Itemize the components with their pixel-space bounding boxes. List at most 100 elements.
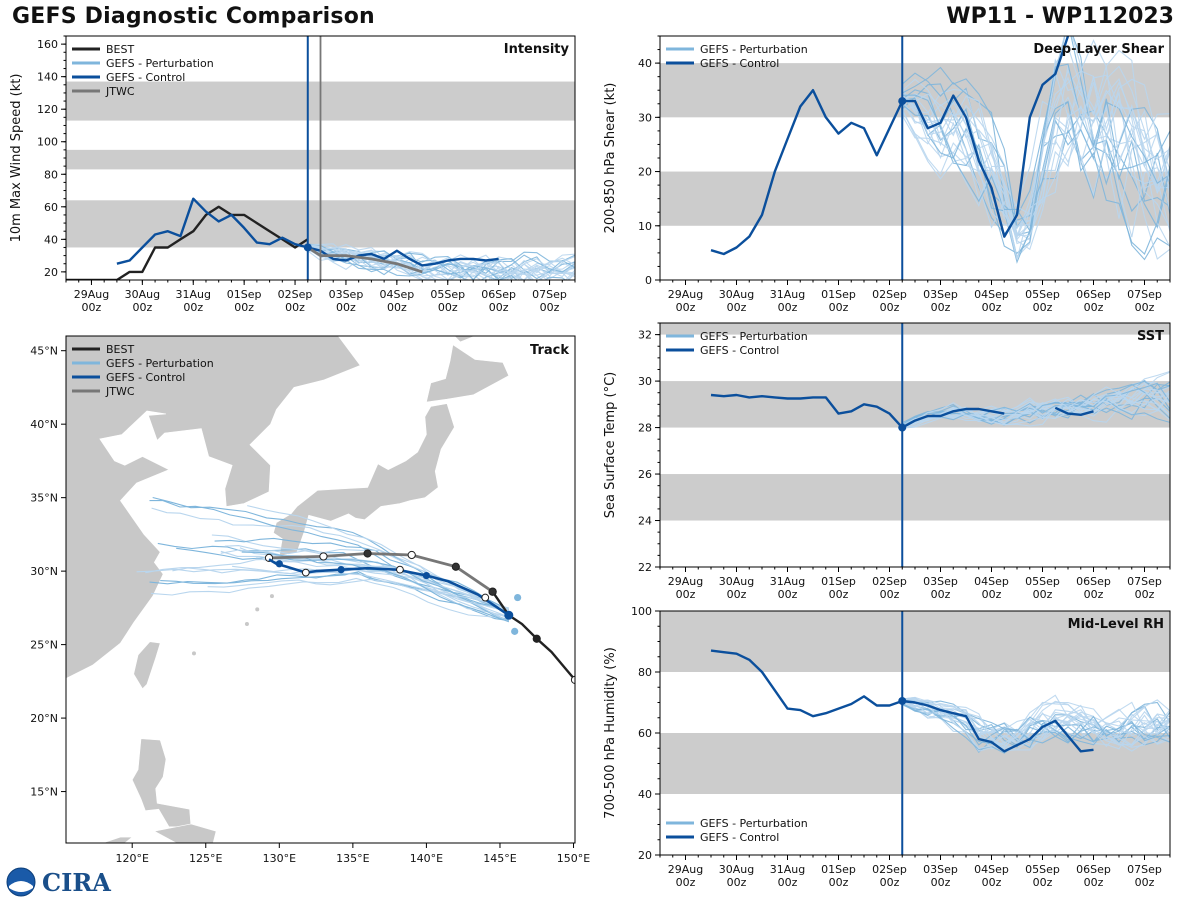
track-best-open-point xyxy=(301,568,310,577)
sst-xtick-label: 00z xyxy=(931,588,951,601)
shear-ytick-label: 0 xyxy=(645,274,652,287)
track-panel: 120°E 125°E 130°E 135°E 140°E 145°E 150°E 15°N 2… xyxy=(30,335,590,865)
track-control-point xyxy=(422,571,431,580)
sst-xtick-label: 30Aug xyxy=(719,575,754,588)
intensity-ytick-label: 40 xyxy=(44,233,58,246)
land-taiwan xyxy=(133,641,161,690)
shear-xtick-label: 06Sep xyxy=(1076,288,1111,301)
shear-band-0 xyxy=(660,171,1170,226)
intensity-ytick-label: 60 xyxy=(44,201,58,214)
shear-xtick-label: 05Sep xyxy=(1025,288,1060,301)
rh-ensemble-member xyxy=(902,696,1170,744)
shear-xtick-label: 02Sep xyxy=(872,288,907,301)
shear-ensemble-member xyxy=(901,98,1170,260)
sst-xtick-label: 00z xyxy=(727,588,747,601)
intensity-xtick-label: 06Sep xyxy=(481,288,516,301)
intensity-ytick-label: 80 xyxy=(44,168,58,181)
rh-xtick-label: 00z xyxy=(880,876,900,889)
intensity-legend-label: BEST xyxy=(106,43,134,56)
rh-ensemble-member xyxy=(902,700,1170,746)
track-lon-label: 130°E xyxy=(263,852,296,865)
track-lat-label: 25°N xyxy=(30,639,58,652)
intensity-legend-label: JTWC xyxy=(105,85,135,98)
sst-xtick-label: 00z xyxy=(778,588,798,601)
sst-ytick-label: 24 xyxy=(638,515,652,528)
rh-xtick-label: 02Sep xyxy=(872,863,907,876)
intensity-xtick-label: 00z xyxy=(540,301,560,314)
rh-xtick-label: 00z xyxy=(1135,876,1155,889)
sst-band-2 xyxy=(660,323,1170,335)
rh-ensemble-member xyxy=(902,698,1170,745)
track-legend-label: GEFS - Perturbation xyxy=(106,357,214,370)
rh-xtick-label: 30Aug xyxy=(719,863,754,876)
shear-ensemble-member xyxy=(901,58,1170,238)
intensity-ytick-label: 100 xyxy=(37,136,58,149)
rh-xtick-label: 01Sep xyxy=(821,863,856,876)
intensity-legend-label: GEFS - Control xyxy=(106,71,185,84)
shear-xtick-label: 01Sep xyxy=(821,288,856,301)
intensity-xtick-label: 07Sep xyxy=(532,288,567,301)
sst-xtick-label: 05Sep xyxy=(1025,575,1060,588)
shear-series-control xyxy=(710,36,1070,256)
track-jtwc-point xyxy=(363,549,372,558)
shear-ensemble-member xyxy=(902,71,1170,229)
track-ensemble-member xyxy=(150,577,509,620)
shear-plot-area xyxy=(660,36,1170,264)
rh-ensemble-member xyxy=(902,700,1170,750)
land-hokkaido xyxy=(426,344,510,403)
intensity-xtick-label: 03Sep xyxy=(329,288,364,301)
sst-frame xyxy=(659,322,1171,568)
sst-series-control xyxy=(710,393,1005,429)
intensity-xtick-label: 00z xyxy=(489,301,509,314)
sst-xtick-label: 00z xyxy=(829,588,849,601)
intensity-ensemble-member xyxy=(307,243,575,280)
rh-legend-label: GEFS - Perturbation xyxy=(700,817,808,830)
rh-ensemble-member xyxy=(902,698,1170,747)
shear-xtick-label: 30Aug xyxy=(719,288,754,301)
rh-xtick-label: 00z xyxy=(778,876,798,889)
shear-xtick-label: 00z xyxy=(778,301,798,314)
intensity-ensemble-member xyxy=(307,248,575,280)
shear-ensemble-member xyxy=(902,87,1170,236)
sst-xtick-label: 04Sep xyxy=(974,575,1009,588)
land-ryukyu xyxy=(244,622,249,627)
rh-ensemble-member xyxy=(902,698,1170,750)
intensity-xtick-label: 00z xyxy=(285,301,305,314)
sst-xtick-label: 02Sep xyxy=(872,575,907,588)
track-ensemble-member xyxy=(207,578,510,614)
sst-ytick-label: 22 xyxy=(638,561,652,574)
shear-ytick-label: 10 xyxy=(638,220,652,233)
rh-xtick-label: 07Sep xyxy=(1127,863,1162,876)
intensity-xtick-label: 01Sep xyxy=(227,288,262,301)
cira-logo-text: CIRA xyxy=(42,867,111,897)
rh-ytick-label: 20 xyxy=(638,849,652,862)
track-legend-label: BEST xyxy=(106,343,134,356)
shear-ensemble-member xyxy=(902,66,1170,229)
shear-ytick-label: 30 xyxy=(638,111,652,124)
sst-ylabel: Sea Surface Temp (°C) xyxy=(603,372,618,519)
intensity-init-point xyxy=(303,243,312,252)
shear-xtick-label: 00z xyxy=(727,301,747,314)
intensity-ytick-label: 120 xyxy=(37,103,58,116)
track-jtwc-point xyxy=(451,562,460,571)
shear-xtick-label: 00z xyxy=(829,301,849,314)
rh-xtick-label: 00z xyxy=(676,876,696,889)
track-ensemble-member xyxy=(224,545,509,618)
intensity-xtick-label: 00z xyxy=(234,301,254,314)
land-visayas xyxy=(153,823,217,843)
rh-ylabel: 700-500 hPa Humidity (%) xyxy=(603,647,618,819)
shear-legend-label: GEFS - Control xyxy=(700,57,779,70)
shear-xtick-label: 00z xyxy=(676,301,696,314)
rh-xtick-label: 31Aug xyxy=(770,863,805,876)
rh-ytick-label: 80 xyxy=(638,666,652,679)
track-lat-label: 45°N xyxy=(30,345,58,358)
sst-xtick-label: 31Aug xyxy=(770,575,805,588)
track-lat-label: 20°N xyxy=(30,712,58,725)
track-legend-label: JTWC xyxy=(105,385,135,398)
sst-xtick-label: 01Sep xyxy=(821,575,856,588)
shear-xtick-label: 03Sep xyxy=(923,288,958,301)
storm-id-title: WP11 - WP112023 xyxy=(946,4,1174,29)
track-legend-label: GEFS - Control xyxy=(106,371,185,384)
sst-xtick-label: 00z xyxy=(1033,588,1053,601)
